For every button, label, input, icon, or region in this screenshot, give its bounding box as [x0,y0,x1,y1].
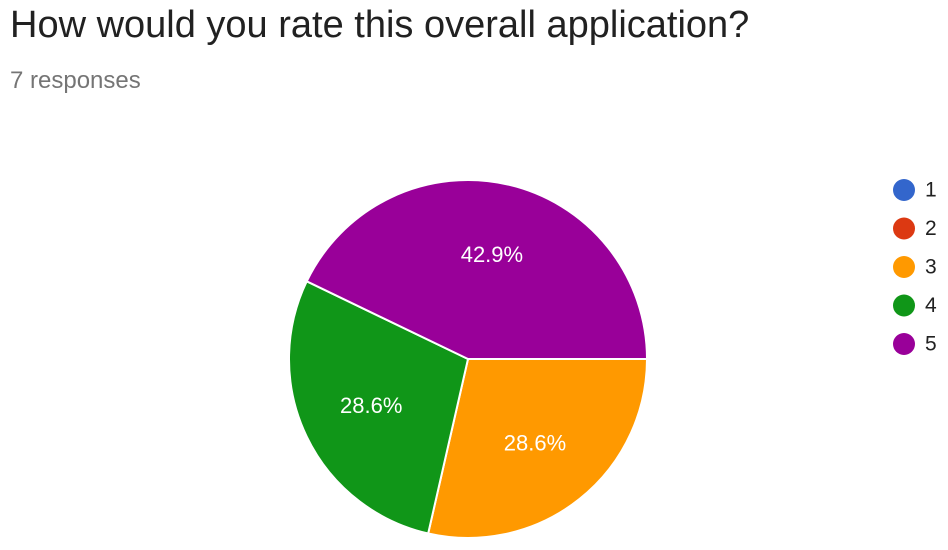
legend-label-2: 2 [925,217,937,240]
response-count: 7 responses [10,67,141,94]
slice-percent-label-3: 28.6% [504,430,566,455]
legend-swatch-1 [893,179,915,201]
slice-percent-label-5: 42.9% [461,242,523,267]
legend-label-4: 4 [925,294,937,317]
pie-slices [288,179,649,539]
pie-slice-5 [305,179,649,360]
slice-percent-label-4: 28.6% [340,393,402,418]
legend-swatch-3 [893,256,915,278]
legend-label-1: 1 [925,179,937,202]
pie-slice-4 [288,279,470,535]
legend-swatch-5 [893,333,915,355]
legend-swatch-4 [893,294,915,317]
legend-swatch-2 [893,217,915,240]
legend-label-5: 5 [925,333,937,356]
legend-label-3: 3 [925,256,937,279]
pie-slice-labels: 28.6% 28.6% 42.9% [340,242,566,456]
chart-title: How would you rate this overall applicat… [10,4,750,46]
pie-slice-3 [426,358,649,539]
legend: 1 2 3 4 5 [893,179,937,356]
